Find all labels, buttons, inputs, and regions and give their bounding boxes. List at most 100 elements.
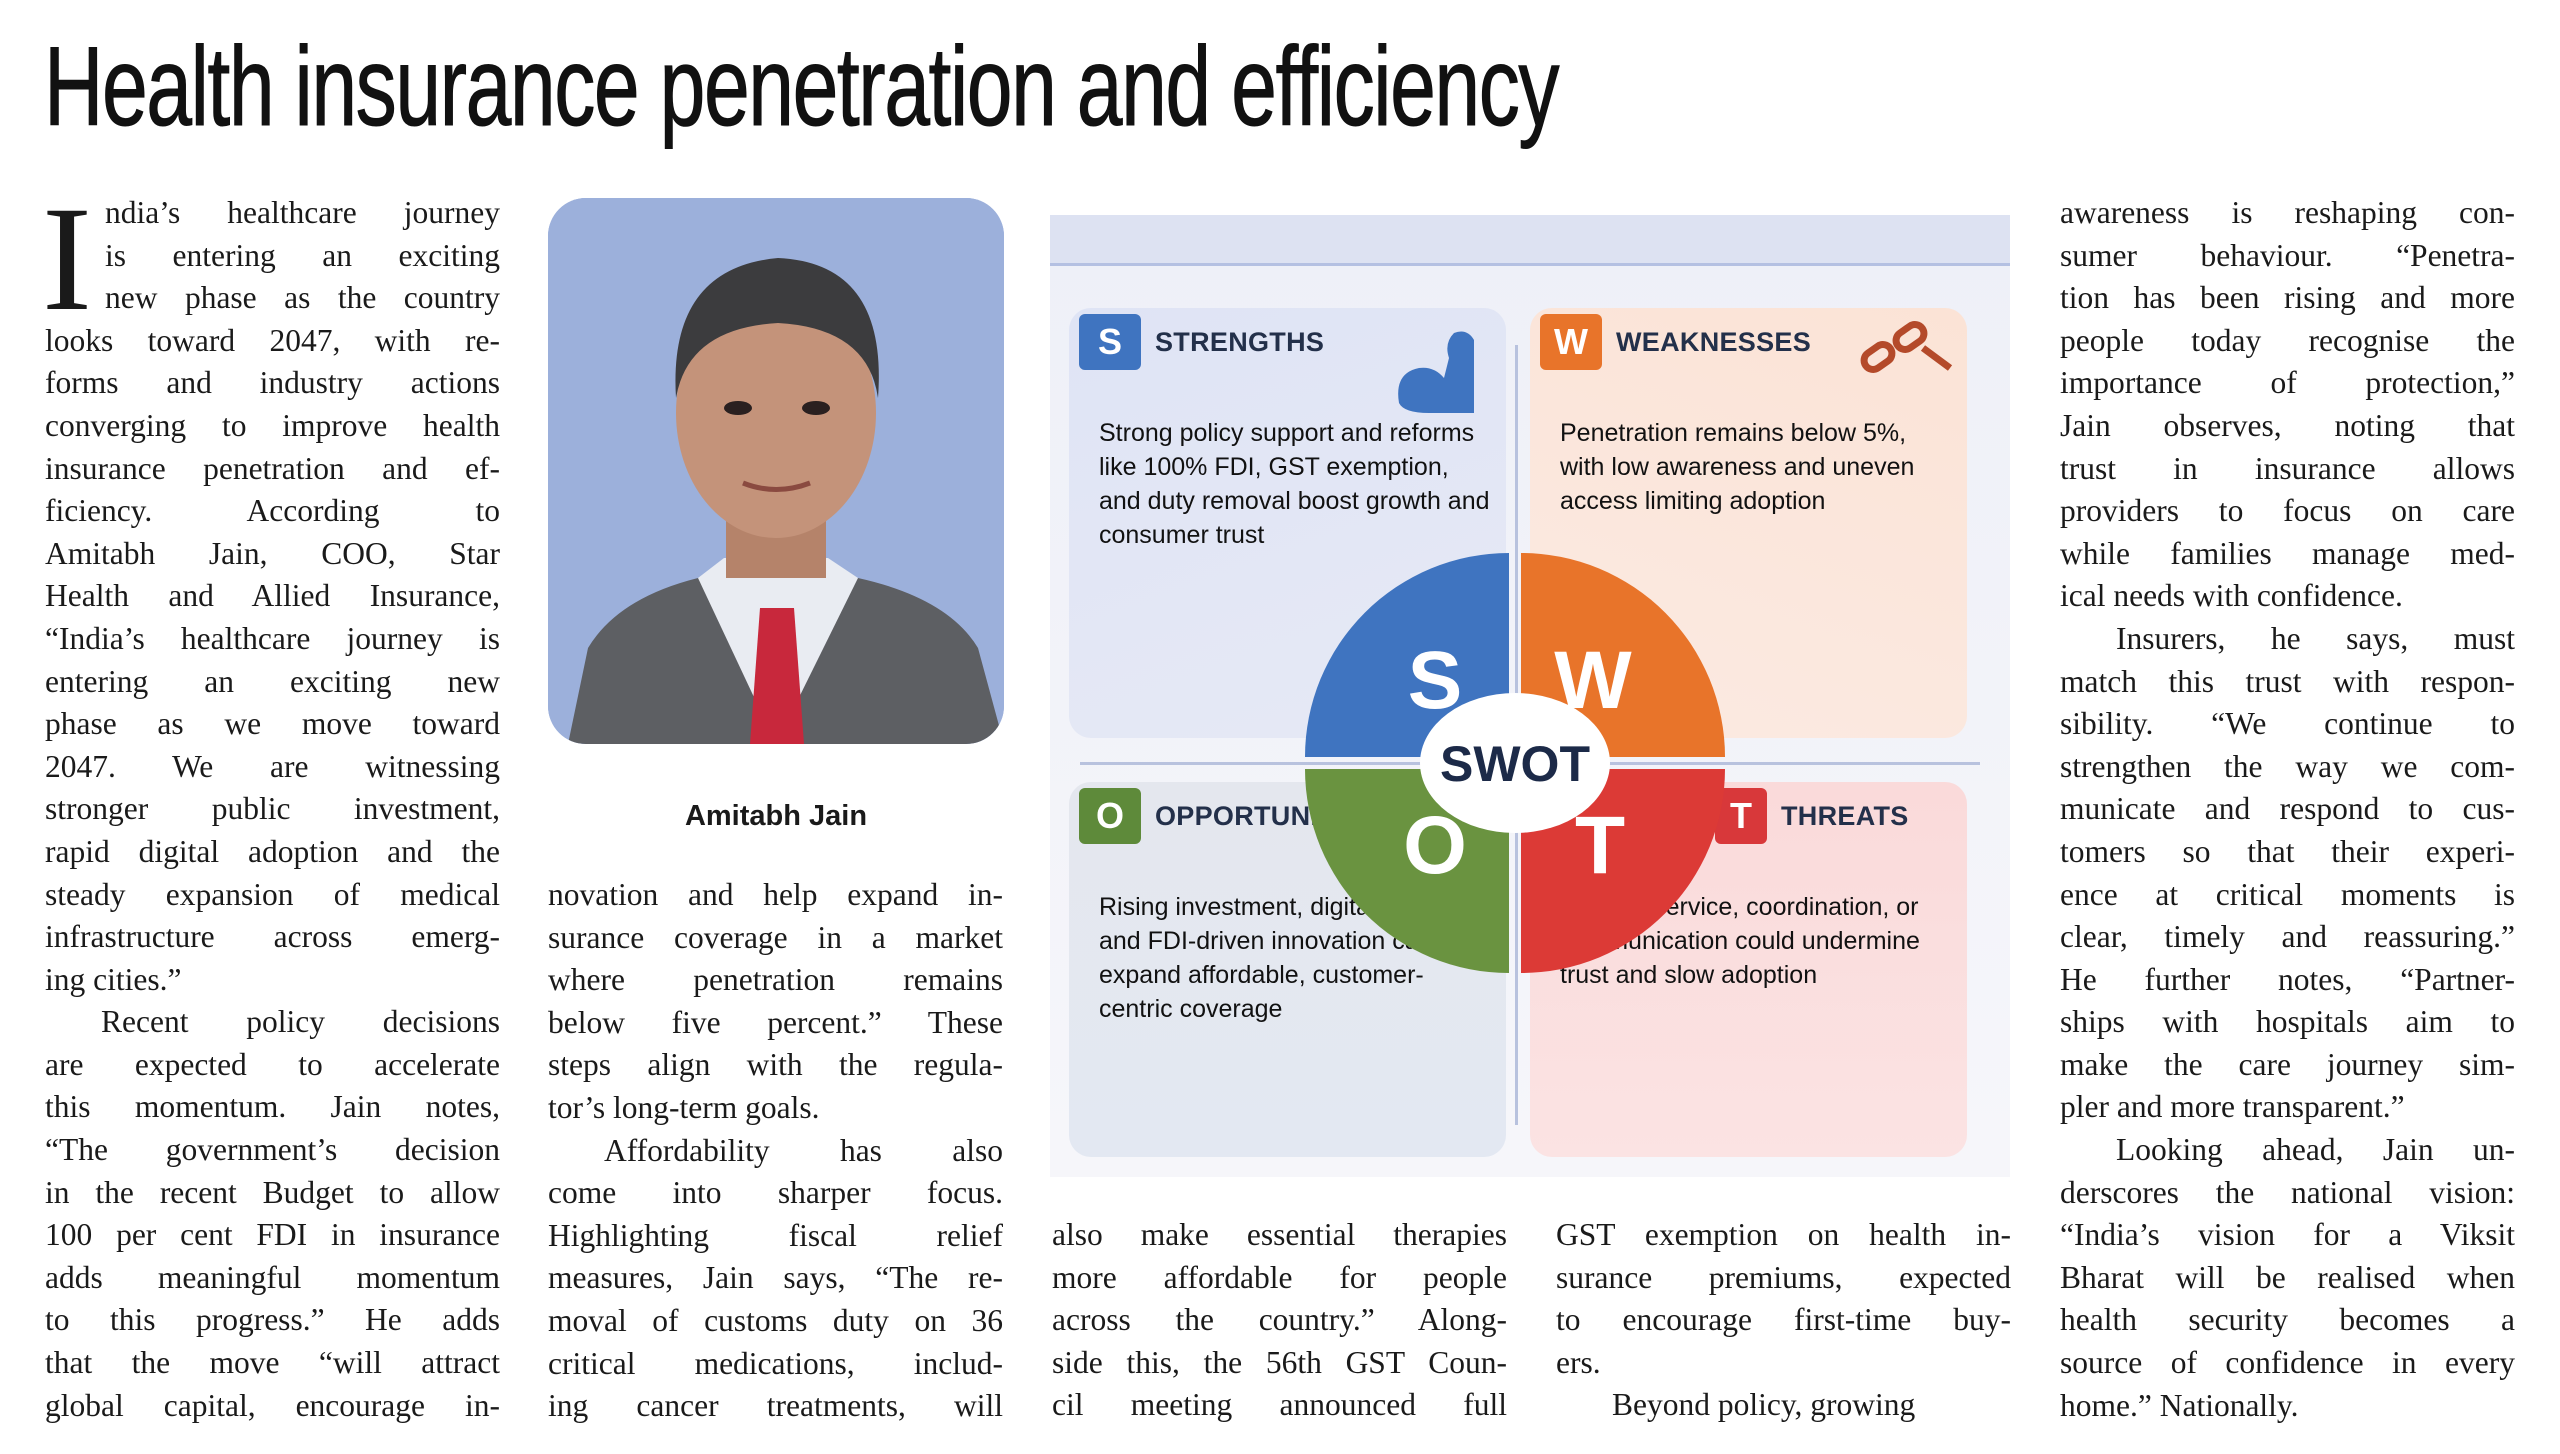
text-line: Recent policy decisions xyxy=(101,1004,500,1040)
weaknesses-title: WEAKNESSES xyxy=(1616,326,1812,357)
text-line: this momentum. Jain notes, xyxy=(45,1089,500,1125)
text-line: Jain observes, noting that xyxy=(2060,407,2515,443)
article-column-2: novation and help expand in-surance cove… xyxy=(548,874,1003,1428)
text-line: in the recent Budget to allow xyxy=(45,1174,500,1210)
weaknesses-badge: W xyxy=(1540,314,1602,370)
strengths-badge: S xyxy=(1079,314,1141,370)
text-line: new phase as the country xyxy=(105,280,500,316)
text-line: global capital, encourage in- xyxy=(45,1387,500,1423)
text-line: looks toward 2047, with re- xyxy=(45,322,500,358)
text-line: pler and more transparent.” xyxy=(2060,1089,2405,1125)
text-line: novation and help expand in- xyxy=(548,877,1003,912)
text-line: critical medications, includ- xyxy=(548,1345,1003,1381)
text-line: sumer behaviour. “Penetra- xyxy=(2060,237,2515,273)
text-line: while families manage med- xyxy=(2060,535,2515,571)
wheel-segment-o xyxy=(1305,769,1509,973)
text-line: tion has been rising and more xyxy=(2060,280,2515,316)
article-column-1: ndia’s healthcare journey is entering an … xyxy=(45,192,500,1427)
text-line: rapid digital adoption and the xyxy=(45,833,500,869)
text-line: ers. xyxy=(1556,1344,1601,1380)
text-line: strengthen the way we com- xyxy=(2060,748,2515,784)
swot-header-band xyxy=(1050,215,2010,266)
text-line: “The government’s decision xyxy=(45,1132,500,1168)
threats-title: THREATS xyxy=(1781,800,1909,831)
text-line: more affordable for people xyxy=(1052,1259,1507,1295)
article-column-3: also make essential therapies more afford… xyxy=(1052,1214,1507,1427)
text-line: 2047. We are witnessing xyxy=(45,748,500,784)
text-line: Amitabh Jain, COO, Star xyxy=(45,535,500,571)
text-line: Looking ahead, Jain un- xyxy=(2116,1132,2515,1168)
flexed-arm-icon xyxy=(1398,331,1474,413)
text-line: Bharat will be realised when xyxy=(2060,1259,2515,1295)
threats-badge: T xyxy=(1715,788,1767,844)
text-line: forms and industry actions xyxy=(45,365,500,401)
text-line: Health and Allied Insurance, xyxy=(45,578,500,614)
text-line: Affordability has also xyxy=(604,1132,1003,1168)
photo-caption: Amitabh Jain xyxy=(684,800,868,832)
text-line: measures, Jain says, “The re- xyxy=(548,1260,1003,1296)
text-line: Insurers, he says, must xyxy=(2116,620,2515,656)
text-line: make the care journey sim- xyxy=(2060,1046,2515,1082)
swot-infographic: S STRENGTHS Strong policy support and ref… xyxy=(1050,215,2010,1177)
text-line: that the move “will attract xyxy=(45,1345,500,1381)
text-line: infrastructure across emerg- xyxy=(45,919,500,955)
text-line: people today recognise the xyxy=(2060,322,2515,358)
text-line: entering an exciting new xyxy=(45,663,500,699)
text-line: Highlighting fiscal relief xyxy=(548,1217,1003,1253)
wheel-segment-w xyxy=(1521,553,1725,757)
text-line: ing cities.” xyxy=(45,961,182,997)
text-line: Beyond policy, growing xyxy=(1612,1387,1916,1423)
text-line: below five percent.” These xyxy=(548,1004,1003,1040)
text-line: is entering an exciting xyxy=(105,237,500,273)
text-line: ships with hospitals aim to xyxy=(2060,1004,2515,1040)
article-column-5: awareness is reshaping con-sumer behavio… xyxy=(2060,192,2515,1427)
text-line: ndia’s healthcare journey xyxy=(105,195,500,230)
text-line: phase as we move toward xyxy=(45,706,500,742)
broken-chain-icon xyxy=(1860,321,1953,373)
text-line: cil meeting announced full xyxy=(1052,1387,1507,1423)
wheel-letter-t: T xyxy=(1575,800,1625,891)
text-line: GST exemption on health in- xyxy=(1556,1217,2011,1252)
text-line: trust in insurance allows xyxy=(2060,450,2515,486)
text-line: importance of protection,” xyxy=(2060,365,2515,401)
text-line: He further notes, “Partner- xyxy=(2060,961,2515,997)
strengths-text: Strong policy support and reforms like 1… xyxy=(1099,419,1490,549)
text-line: tomers so that their experi- xyxy=(2060,833,2515,869)
wheel-segment-s xyxy=(1305,553,1509,757)
text-line: adds meaningful momentum xyxy=(45,1259,500,1295)
text-line: come into sharper focus. xyxy=(548,1175,1003,1211)
text-line: clear, timely and reassuring.” xyxy=(2060,919,2515,955)
text-line: municate and respond to cus- xyxy=(2060,791,2515,827)
headline: Health insurance penetration and efficie… xyxy=(44,24,1560,150)
text-line: to encourage first-time buy- xyxy=(1556,1302,2011,1338)
text-line: 100 per cent FDI in insurance xyxy=(45,1217,500,1253)
strengths-title: STRENGTHS xyxy=(1155,326,1325,357)
text-line: stronger public investment, xyxy=(45,791,500,827)
text-line: moval of customs duty on 36 xyxy=(548,1302,1003,1338)
weaknesses-text: Penetration remains below 5%, with low a… xyxy=(1560,419,1915,515)
text-line: steps align with the regula- xyxy=(548,1047,1003,1083)
wheel-segment-t xyxy=(1521,769,1725,973)
text-line: insurance penetration and ef- xyxy=(45,450,500,486)
text-line: ical needs with confidence. xyxy=(2060,578,2403,614)
portrait-photo xyxy=(548,198,1004,744)
text-line: derscores the national vision: xyxy=(2060,1174,2515,1210)
text-line: are expected to accelerate xyxy=(45,1046,500,1082)
swot-center-label: SWOT xyxy=(1440,736,1590,792)
article-column-4: GST exemption on health in-surance premi… xyxy=(1556,1214,2011,1427)
text-line: providers to focus on care xyxy=(2060,493,2515,529)
text-line: also make essential therapies xyxy=(1052,1217,1507,1252)
text-line: health security becomes a xyxy=(2060,1302,2515,1338)
text-line: ing cancer treatments, will xyxy=(548,1388,1003,1424)
text-line: to this progress.” He adds xyxy=(45,1302,500,1338)
text-line: surance coverage in a market xyxy=(548,919,1003,955)
text-line: match this trust with respon- xyxy=(2060,663,2515,699)
text-line: tor’s long-term goals. xyxy=(548,1089,820,1125)
text-line: surance premiums, expected xyxy=(1556,1259,2011,1295)
text-line: source of confidence in every xyxy=(2060,1345,2515,1381)
text-line: where penetration remains xyxy=(548,962,1003,998)
text-line: ence at critical moments is xyxy=(2060,876,2515,912)
text-line: steady expansion of medical xyxy=(45,876,500,912)
text-line: sibility. “We continue to xyxy=(2060,706,2515,742)
text-line: “India’s healthcare journey is xyxy=(45,620,500,656)
